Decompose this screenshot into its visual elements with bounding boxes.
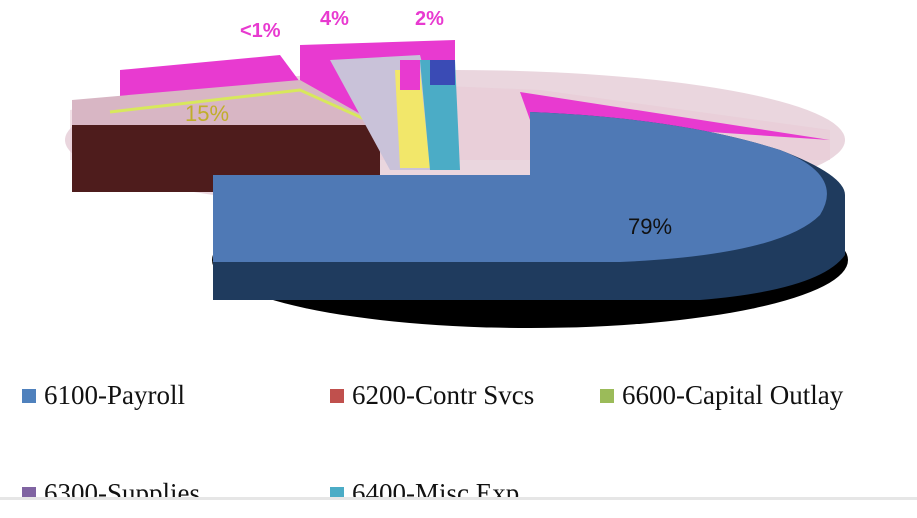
slice-payroll <box>212 112 848 328</box>
slice-small-slices <box>330 55 460 170</box>
data-label-contr-svcs: 15% <box>185 101 229 126</box>
bottom-overlay <box>0 500 917 518</box>
data-label-payroll: 79% <box>628 214 672 239</box>
data-label-misc-exp: 2% <box>415 8 444 30</box>
data-label-supplies: 4% <box>320 8 349 30</box>
data-label-capital-outlay: <1% <box>240 20 281 42</box>
